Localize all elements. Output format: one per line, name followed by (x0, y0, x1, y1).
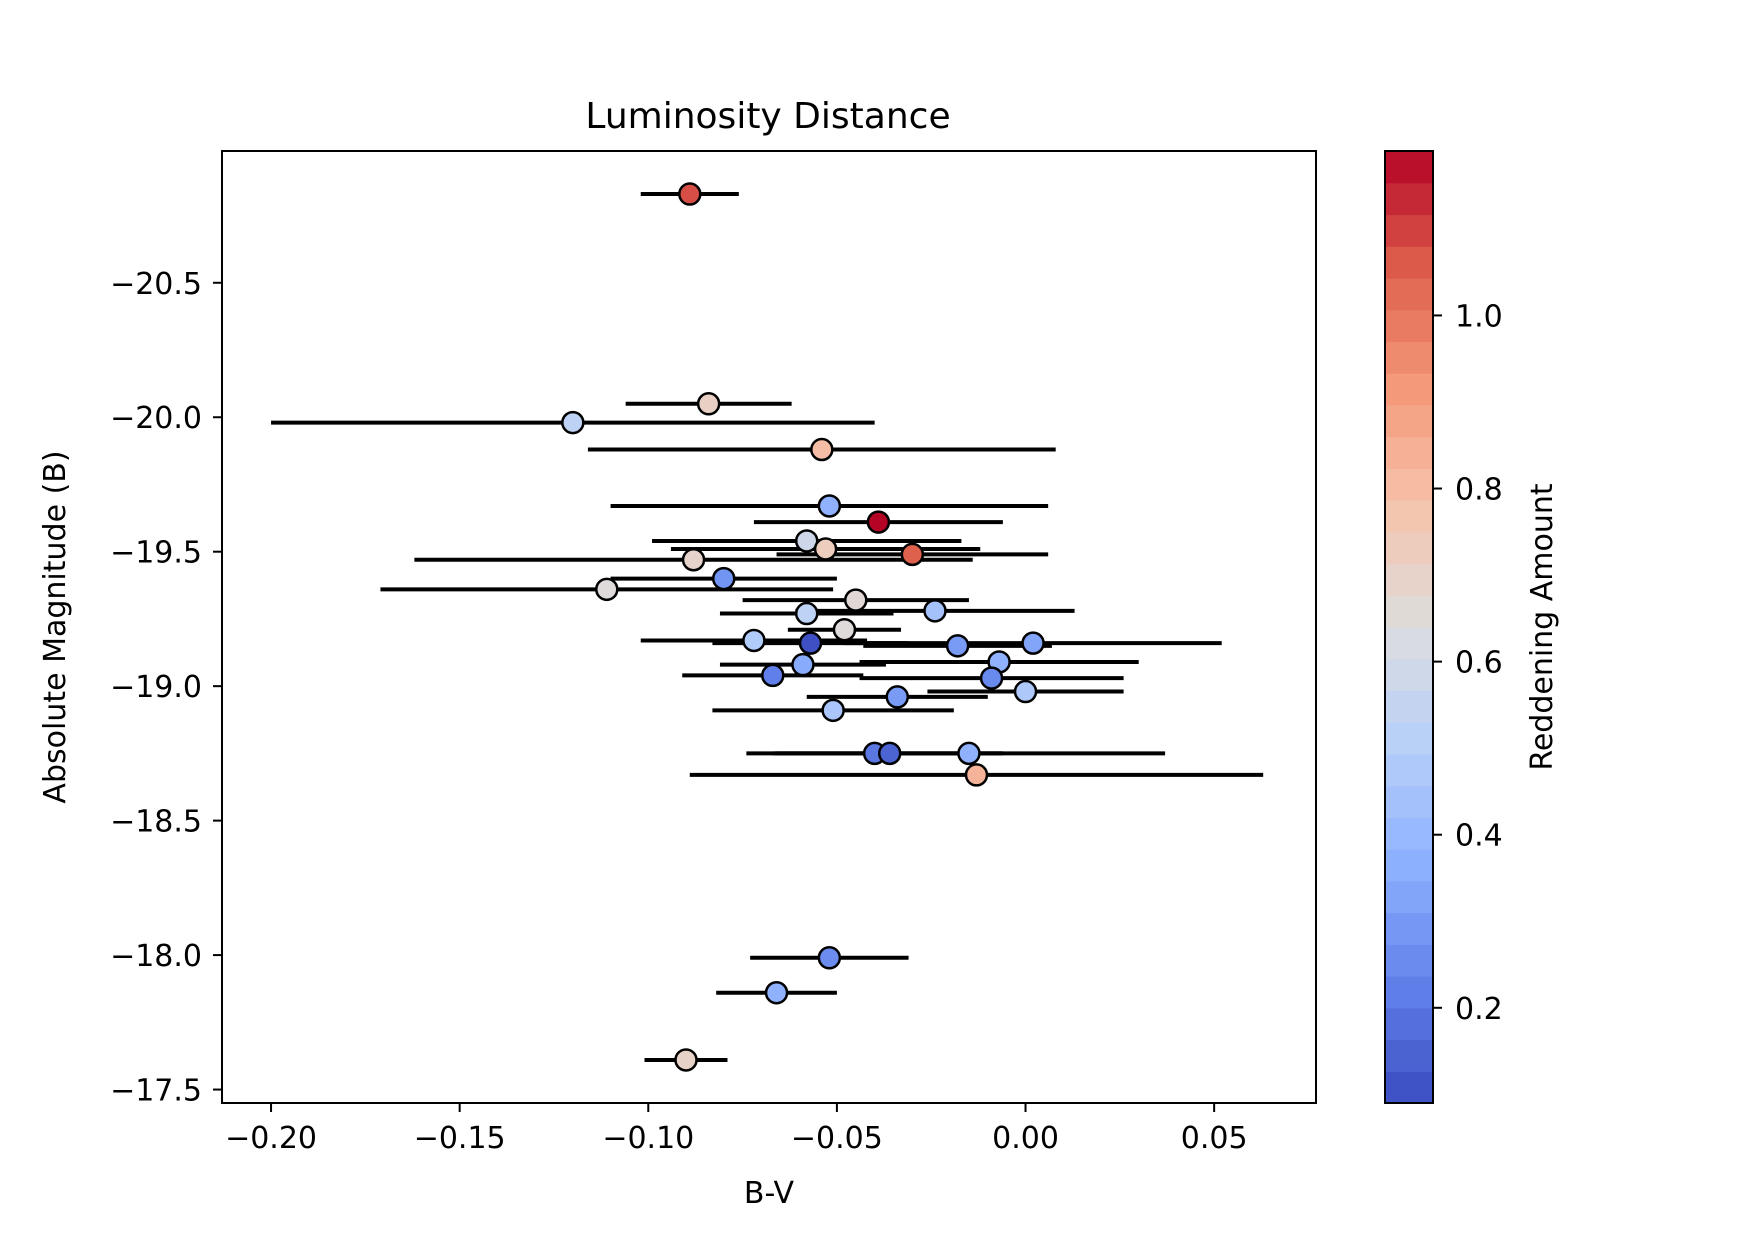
colorbar-tick-label: 0.4 (1455, 819, 1503, 854)
data-point-13 (794, 601, 819, 626)
colorbar-band (1385, 976, 1433, 1009)
colorbar-label: Reddening Amount (1525, 483, 1560, 771)
y-axis: −20.5 −20.0 −19.5 −19.0 −18.5 −18.0 −17.5 (110, 267, 222, 1109)
data-point-1 (696, 392, 721, 416)
y-tick-label: −18.5 (110, 805, 202, 840)
data-point-20 (791, 652, 815, 677)
data-point-7 (813, 537, 838, 561)
colorbar-ticks: 0.2 0.4 0.6 0.8 1.0 (1433, 299, 1503, 1027)
colorbar-frame (1384, 150, 1434, 1104)
y-tick-label: −20.0 (110, 401, 202, 436)
y-tick-label: −19.0 (110, 670, 202, 705)
colorbar-band (1385, 880, 1433, 914)
x-tick-label: 0.00 (992, 1121, 1059, 1156)
colorbar-band (1385, 531, 1433, 565)
x-tick-label: −0.20 (225, 1121, 317, 1156)
colorbar-band (1385, 785, 1433, 818)
y-tick-label: −19.5 (110, 536, 202, 571)
x-tick-label: −0.15 (414, 1121, 506, 1156)
data-point-18 (945, 634, 970, 658)
data-point-25 (885, 685, 910, 709)
data-point-17 (798, 631, 823, 655)
x-axis-label: B-V (744, 1176, 795, 1211)
data-point-4 (817, 494, 842, 518)
colorbar-band (1385, 944, 1433, 977)
colorbar-band (1385, 214, 1433, 247)
colorbar-band (1385, 500, 1433, 533)
colorbar-band (1385, 912, 1433, 945)
chart-title: Luminosity Distance (585, 96, 950, 137)
data-point-30 (964, 763, 989, 787)
colorbar-tick-label: 1.0 (1455, 299, 1503, 334)
data-point-5 (866, 510, 891, 534)
colorbar-band (1385, 690, 1433, 723)
data-point-23 (979, 666, 1004, 690)
colorbar-band (1385, 309, 1433, 342)
colorbar-band (1385, 1007, 1433, 1041)
colorbar-band (1385, 468, 1433, 501)
plot-area-frame (221, 150, 1317, 1104)
data-point-11 (595, 577, 619, 602)
data-point-15 (832, 617, 857, 642)
colorbar-band (1385, 277, 1433, 311)
data-point-14 (923, 599, 947, 623)
data-point-12 (844, 588, 868, 612)
data-point-22 (761, 663, 785, 688)
colorbar-tick-label: 0.6 (1455, 646, 1503, 681)
colorbar-band (1385, 341, 1433, 374)
y-tick-label: −18.0 (110, 939, 202, 974)
colorbar-band (1385, 563, 1433, 596)
colorbar-band (1385, 1071, 1433, 1104)
data-point-33 (674, 1048, 698, 1072)
data-point-32 (764, 980, 789, 1005)
data-point-24 (1013, 679, 1038, 704)
data-point-26 (821, 698, 845, 723)
colorbar-band (1385, 436, 1433, 469)
data-point-31 (817, 946, 842, 970)
colorbar-band (1385, 151, 1433, 184)
data-point-16 (742, 628, 766, 653)
y-axis-label: Absolute Magnitude (B) (38, 450, 73, 803)
colorbar-band (1385, 404, 1433, 438)
colorbar (1384, 150, 1434, 1104)
colorbar-band (1385, 246, 1433, 279)
colorbar-band (1385, 595, 1433, 628)
data-point-0 (678, 182, 702, 206)
data-points (561, 182, 1045, 1072)
data-point-2 (561, 410, 585, 435)
data-point-29 (957, 741, 981, 766)
x-tick-label: −0.05 (791, 1121, 883, 1156)
colorbar-band (1385, 373, 1433, 406)
y-tick-label: −20.5 (110, 267, 202, 302)
colorbar-band (1385, 753, 1433, 787)
data-point-9 (681, 548, 706, 572)
data-point-3 (810, 437, 834, 462)
y-tick-label: −17.5 (110, 1074, 202, 1109)
colorbar-band (1385, 182, 1433, 216)
x-tick-label: 0.05 (1181, 1121, 1248, 1156)
data-point-19 (1021, 631, 1045, 655)
colorbar-band (1385, 849, 1433, 882)
colorbar-band (1385, 627, 1433, 660)
colorbar-band (1385, 658, 1433, 692)
colorbar-band (1385, 1039, 1433, 1072)
colorbar-band (1385, 817, 1433, 850)
colorbar-tick-label: 0.2 (1455, 992, 1503, 1027)
colorbar-band (1385, 722, 1433, 755)
data-point-28 (877, 741, 902, 766)
error-bars (271, 192, 1264, 1062)
x-axis: −0.20 −0.15 −0.10 −0.05 0.00 0.05 (225, 1103, 1248, 1156)
colorbar-tick-label: 0.8 (1455, 473, 1503, 508)
data-point-8 (900, 542, 925, 567)
data-point-10 (711, 566, 736, 591)
x-tick-label: −0.10 (602, 1121, 694, 1156)
